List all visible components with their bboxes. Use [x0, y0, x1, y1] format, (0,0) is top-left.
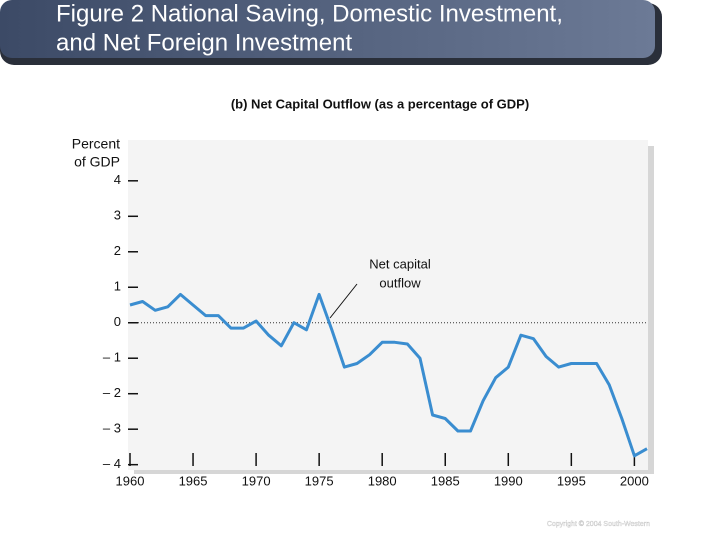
- x-tick-label: 1985: [431, 473, 460, 488]
- x-tick-label: 2000: [620, 473, 649, 488]
- y-tick-label: – 4: [103, 456, 121, 471]
- plot-area: [128, 140, 648, 470]
- y-tick-label: 2: [114, 243, 121, 258]
- y-axis-title: Percent: [72, 136, 120, 152]
- annotation: Net capital: [369, 256, 431, 271]
- title-line: Figure 2 National Saving, Domestic Inves…: [56, 0, 563, 27]
- x-tick-label: 1960: [116, 473, 145, 488]
- x-tick-label: 1970: [242, 473, 271, 488]
- y-tick-label: 0: [114, 314, 121, 329]
- chart-title: (b) Net Capital Outflow (as a percentage…: [231, 96, 529, 111]
- x-tick-label: 1975: [305, 473, 334, 488]
- banner: [0, 0, 655, 58]
- title-line: and Net Foreign Investment: [56, 29, 352, 56]
- y-tick-label: – 1: [103, 350, 121, 365]
- x-tick-label: 1965: [179, 473, 208, 488]
- y-tick-label: 4: [114, 172, 121, 187]
- x-tick-label: 1995: [557, 473, 586, 488]
- y-tick-label: – 2: [103, 385, 121, 400]
- x-tick-label: 1980: [368, 473, 397, 488]
- y-axis-title: of GDP: [74, 154, 120, 170]
- x-tick-label: 1990: [494, 473, 523, 488]
- copyright: Copyright © 2004 South-Western: [547, 520, 650, 528]
- data-line: [129, 292, 648, 458]
- annotation: outflow: [379, 275, 421, 290]
- y-tick-label: – 3: [103, 421, 121, 436]
- y-tick-label: 1: [114, 279, 121, 294]
- y-tick-label: 3: [114, 208, 121, 223]
- annotation-pointer: [329, 283, 358, 319]
